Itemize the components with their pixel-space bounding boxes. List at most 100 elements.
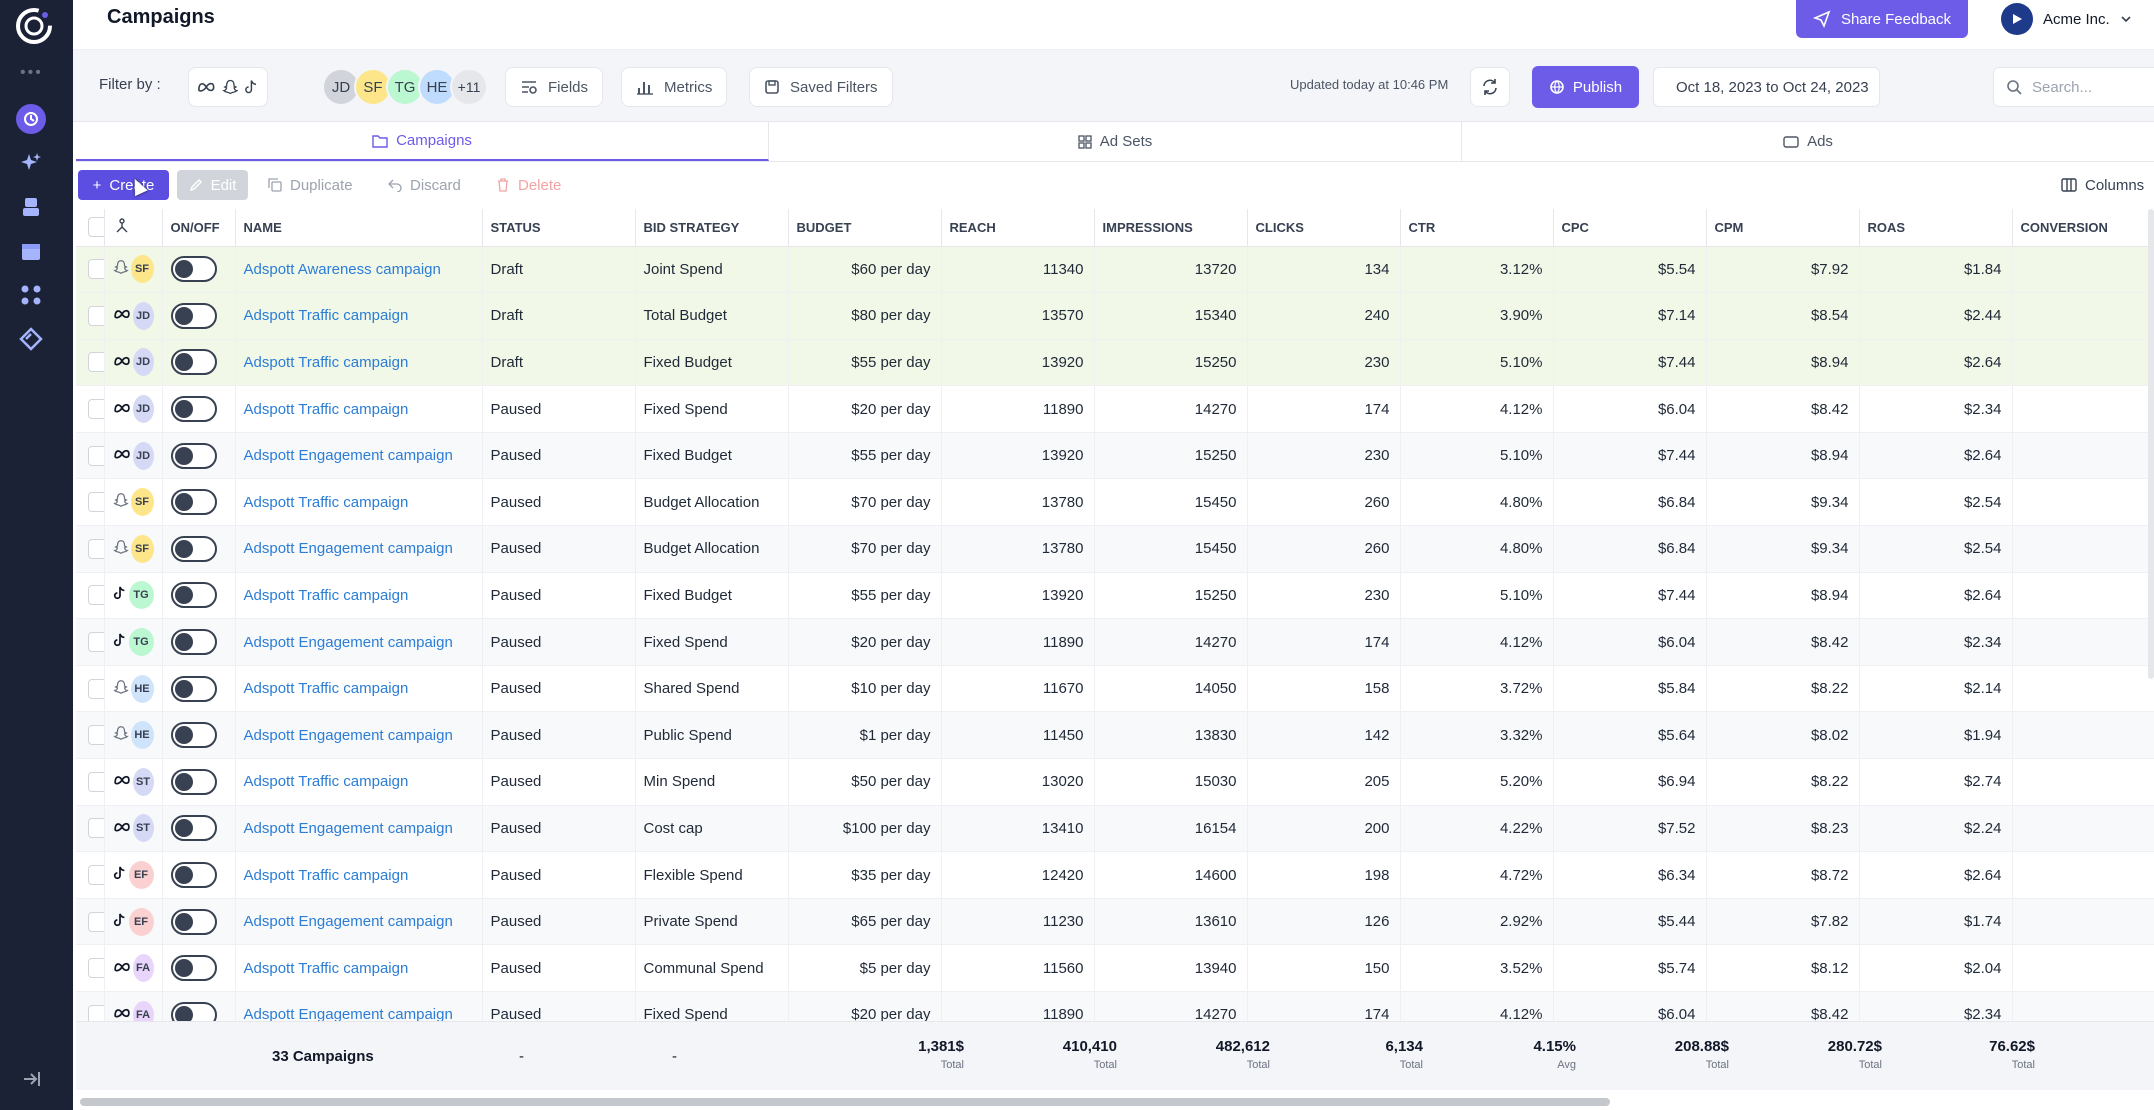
onoff-toggle[interactable] <box>170 862 217 889</box>
row-select-cell[interactable] <box>76 665 105 713</box>
share-feedback-button[interactable]: Share Feedback <box>1796 0 1968 38</box>
table-row[interactable]: EF Adspott Traffic campaign Paused Flexible… <box>76 851 2154 899</box>
table-row[interactable]: JD Adspott Traffic campaign Paused Fixed Sp… <box>76 385 2154 433</box>
campaign-name-link[interactable]: Adspott Traffic campaign <box>235 665 483 713</box>
owner-filter[interactable]: JD SF TG HE +11 <box>316 67 526 107</box>
row-select-cell[interactable] <box>76 572 105 620</box>
col-onoff[interactable]: ON/OFF <box>162 209 236 247</box>
table-row[interactable]: HE Adspott Traffic campaign Paused Shared S… <box>76 665 2154 713</box>
row-checkbox[interactable] <box>88 352 103 373</box>
table-row[interactable]: HE Adspott Engagement campaign Paused Publi… <box>76 711 2154 760</box>
vertical-scrollbar[interactable] <box>2148 209 2154 679</box>
row-checkbox[interactable] <box>88 585 103 606</box>
grid-nav-icon[interactable] <box>16 280 46 310</box>
campaign-name-link[interactable]: Adspott Traffic campaign <box>235 339 483 387</box>
campaign-name-link[interactable]: Adspott Traffic campaign <box>235 478 483 527</box>
table-row[interactable]: SF Adspott Engagement campaign Paused Budge… <box>76 525 2154 573</box>
owner-avatar[interactable]: HE <box>418 68 456 106</box>
row-select-cell[interactable] <box>76 711 105 760</box>
onoff-toggle[interactable] <box>170 1001 217 1021</box>
row-select-cell[interactable] <box>76 805 105 853</box>
campaign-name-link[interactable]: Adspott Engagement campaign <box>235 525 483 573</box>
row-checkbox[interactable] <box>88 725 103 746</box>
meta-icon[interactable] <box>197 80 216 94</box>
onoff-toggle[interactable] <box>170 535 217 562</box>
delete-button[interactable]: Delete <box>496 170 561 200</box>
table-row[interactable]: SF Adspott Traffic campaign Paused Budget A… <box>76 478 2154 527</box>
search-box[interactable] <box>1993 67 2154 107</box>
table-row[interactable]: FA Adspott Traffic campaign Paused Communal… <box>76 944 2154 992</box>
col-name[interactable]: NAME <box>235 209 483 247</box>
onoff-toggle[interactable] <box>170 722 217 749</box>
campaigns-nav-icon[interactable] <box>16 104 46 134</box>
row-select-cell[interactable] <box>76 246 105 294</box>
col-reach[interactable]: REACH <box>941 209 1095 247</box>
row-checkbox[interactable] <box>88 632 103 653</box>
onoff-toggle[interactable] <box>170 489 217 516</box>
platform-filter[interactable] <box>188 67 268 107</box>
columns-button[interactable]: Columns <box>2061 170 2144 200</box>
tab-ads[interactable]: Ads <box>1462 122 2154 161</box>
more-icon[interactable]: ••• <box>20 64 43 81</box>
row-select-cell[interactable] <box>76 385 105 433</box>
row-select-cell[interactable] <box>76 898 105 946</box>
campaign-name-link[interactable]: Adspott Traffic campaign <box>235 758 483 806</box>
owner-avatar[interactable]: JD <box>322 68 360 106</box>
campaign-name-link[interactable]: Adspott Engagement campaign <box>235 805 483 853</box>
onoff-toggle[interactable] <box>170 302 217 329</box>
col-cpc[interactable]: CPC <box>1553 209 1707 247</box>
table-row[interactable]: ST Adspott Engagement campaign Paused Cost … <box>76 805 2154 853</box>
onoff-toggle[interactable] <box>170 675 217 702</box>
row-checkbox[interactable] <box>88 305 103 326</box>
row-select-cell[interactable] <box>76 292 105 340</box>
onoff-toggle[interactable] <box>170 908 217 935</box>
tab-campaigns[interactable]: Campaigns <box>76 122 769 161</box>
row-checkbox[interactable] <box>88 399 103 420</box>
onoff-toggle[interactable] <box>170 396 217 423</box>
expand-sidebar-icon[interactable] <box>16 1064 46 1094</box>
campaign-name-link[interactable]: Adspott Engagement campaign <box>235 898 483 946</box>
tiktok-icon[interactable] <box>244 78 259 96</box>
col-ctr[interactable]: CTR <box>1400 209 1554 247</box>
row-checkbox[interactable] <box>88 865 103 886</box>
diamond-nav-icon[interactable] <box>16 324 46 354</box>
table-row[interactable]: ST Adspott Traffic campaign Paused Min Spen… <box>76 758 2154 806</box>
onoff-toggle[interactable] <box>170 955 217 982</box>
row-select-cell[interactable] <box>76 758 105 806</box>
table-row[interactable]: TG Adspott Engagement campaign Paused Fixed… <box>76 618 2154 666</box>
create-button[interactable]: + Create <box>78 170 169 200</box>
col-status[interactable]: STATUS <box>482 209 636 247</box>
campaign-name-link[interactable]: Adspott Traffic campaign <box>235 944 483 992</box>
publish-button[interactable]: Publish <box>1532 66 1639 108</box>
row-checkbox[interactable] <box>88 492 103 513</box>
col-roas[interactable]: ROAS <box>1859 209 2013 247</box>
onoff-toggle[interactable] <box>170 256 217 283</box>
row-checkbox[interactable] <box>88 911 103 932</box>
campaign-name-link[interactable]: Adspott Awareness campaign <box>235 246 483 294</box>
discard-button[interactable]: Discard <box>388 170 461 200</box>
table-row[interactable]: SF Adspott Awareness campaign Draft Joint S… <box>76 246 2154 294</box>
fields-button[interactable]: Fields <box>505 67 604 107</box>
campaign-name-link[interactable]: Adspott Engagement campaign <box>235 711 483 760</box>
col-cpm[interactable]: CPM <box>1706 209 1860 247</box>
edit-button[interactable]: Edit <box>177 170 248 200</box>
tab-ad-sets[interactable]: Ad Sets <box>769 122 1462 161</box>
metrics-button[interactable]: Metrics <box>621 67 728 107</box>
col-bid-strategy[interactable]: BID STRATEGY <box>635 209 789 247</box>
bot-nav-icon[interactable] <box>16 192 46 222</box>
onoff-toggle[interactable] <box>170 582 217 609</box>
snapchat-icon[interactable] <box>221 78 239 96</box>
search-input[interactable] <box>2032 78 2154 96</box>
row-select-cell[interactable] <box>76 478 105 527</box>
row-checkbox[interactable] <box>88 678 103 699</box>
col-impressions[interactable]: IMPRESSIONS <box>1094 209 1248 247</box>
onoff-toggle[interactable] <box>170 442 217 469</box>
owner-avatar[interactable]: TG <box>386 68 424 106</box>
onoff-toggle[interactable] <box>170 815 217 842</box>
table-row[interactable]: JD Adspott Traffic campaign Draft Fixed Bud… <box>76 339 2154 387</box>
table-row[interactable]: JD Adspott Engagement campaign Paused Fixed… <box>76 432 2154 480</box>
campaign-name-link[interactable]: Adspott Engagement campaign <box>235 432 483 480</box>
table-row[interactable]: EF Adspott Engagement campaign Paused Priva… <box>76 898 2154 946</box>
campaign-name-link[interactable]: Adspott Traffic campaign <box>235 292 483 340</box>
select-all-header[interactable] <box>76 209 108 247</box>
